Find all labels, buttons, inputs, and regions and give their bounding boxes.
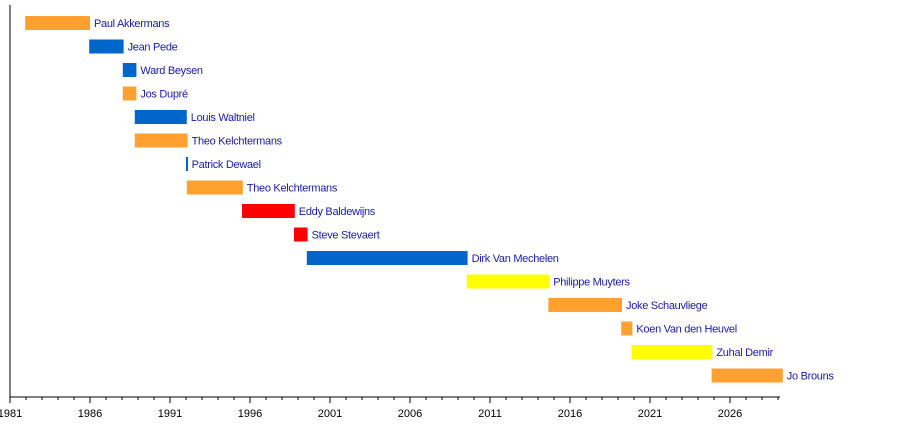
bar-label: Joke Schauvliege [626,300,708,312]
timeline-bar [621,321,633,336]
timeline-bar [242,204,295,218]
bar-label: Ward Beysen [140,65,203,77]
timeline-bar [294,227,308,242]
x-tick-label: 2006 [398,408,422,420]
bar-label: Philippe Muyters [553,277,630,289]
x-tick-label: 2016 [558,408,582,420]
bar-label: Paul Akkermans [94,18,170,30]
bar-label: Jos Dupré [140,89,188,101]
bar-label: Eddy Baldewijns [299,206,376,218]
bar-label: Louis Waltniel [191,112,255,124]
x-tick-label: 1996 [238,408,262,420]
bars: Paul Akkermans Jean Pede Ward Beysen Jos Du… [25,16,835,383]
timeline-bar [134,110,187,124]
x-tick-label: 1981 [0,408,22,420]
bar-label: Dirk Van Mechelen [472,253,559,265]
timeline-bar [466,274,550,289]
bar-label: Theo Kelchtermans [247,183,338,195]
timeline-bar [548,298,622,312]
x-tick-label: 1991 [158,408,182,420]
timeline-bar [122,86,137,101]
timeline-bar [631,345,713,359]
x-tick-label: 1986 [78,408,102,420]
bar-label: Theo Kelchtermans [192,136,283,148]
x-tick-label: 2011 [478,408,502,420]
x-axis-ticks: 1981 1986 1991 1996 2001 2006 2011 2016 2021 2026 [0,397,779,420]
bar-label: Steve Stevaert [312,230,380,242]
timeline-bar [186,157,188,171]
bar-label: Jean Pede [128,42,178,54]
x-tick-label: 2021 [638,408,662,420]
bar-label: Zuhal Demir [716,347,773,359]
timeline-bar [186,180,243,195]
timeline-bar [306,251,468,265]
x-tick-label: 2001 [318,408,342,420]
timeline-bar [89,39,124,54]
timeline-bar [711,368,783,383]
timeline-bar [134,133,188,148]
bar-label: Koen Van den Heuvel [636,324,737,336]
x-tick-label: 2026 [718,408,742,420]
timeline-bar [25,16,91,30]
bar-label: Patrick Dewael [192,159,261,171]
timeline-bar [122,63,137,77]
bar-label: Jo Brouns [787,371,835,383]
